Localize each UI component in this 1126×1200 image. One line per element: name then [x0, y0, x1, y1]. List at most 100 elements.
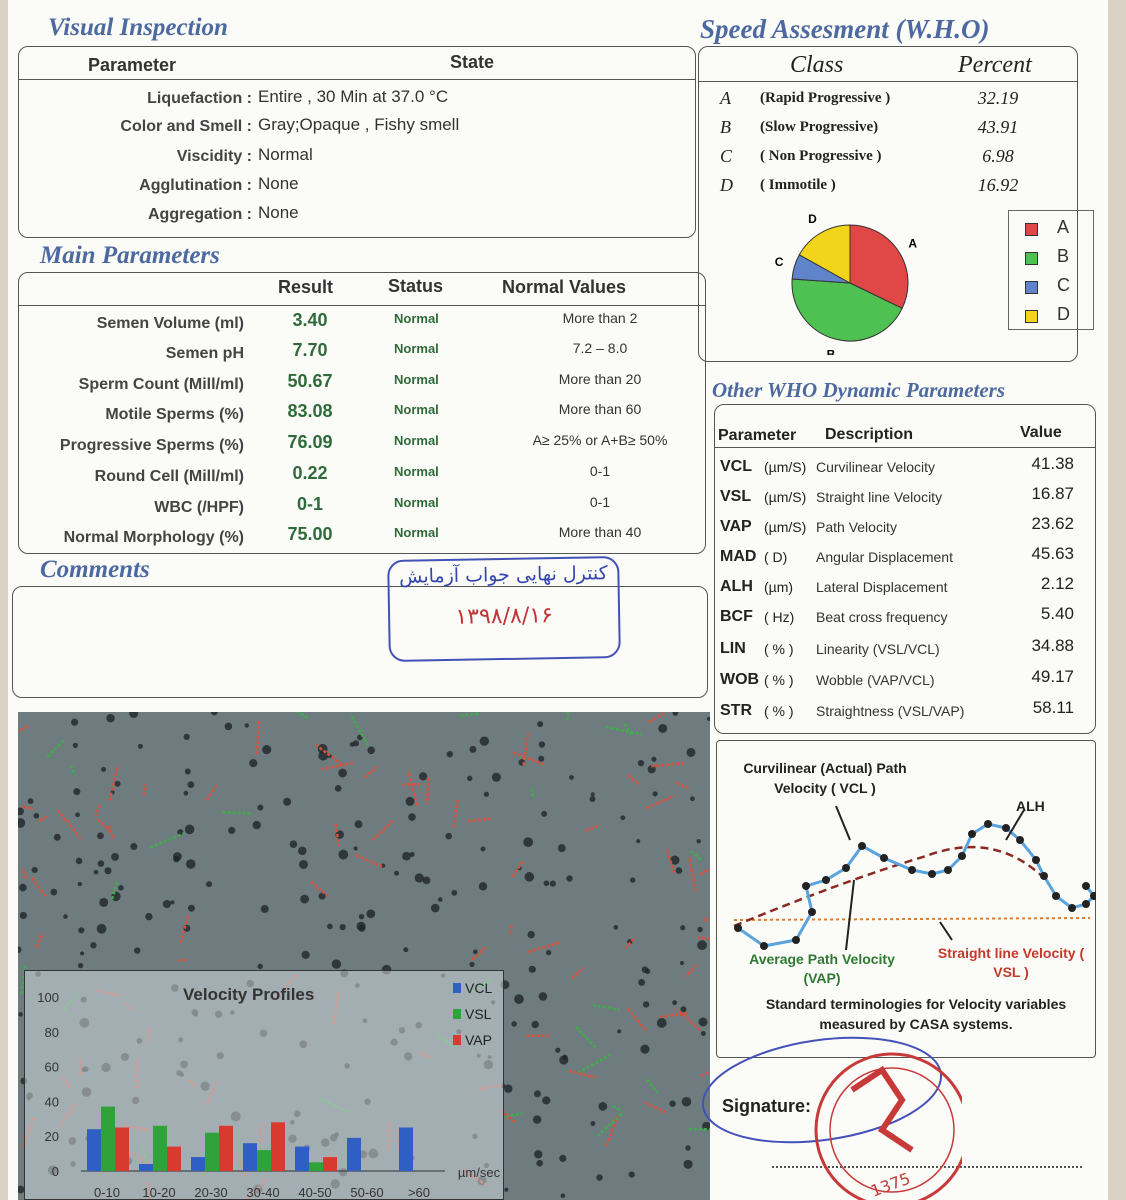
- cell-dot: [422, 876, 431, 885]
- cell-dot: [557, 844, 566, 853]
- mp-row-status: Normal: [394, 525, 439, 540]
- cell-dot: [636, 838, 641, 844]
- speed-row-code: B: [720, 117, 731, 137]
- path-point: [1016, 836, 1024, 844]
- speed-row-name: (Rapid Progressive ): [760, 90, 891, 106]
- ow-row-param: WOB: [720, 671, 760, 688]
- y-tick-label: 80: [45, 1025, 59, 1040]
- bar-vcl: [347, 1137, 361, 1171]
- ow-row-param: VAP: [720, 518, 752, 535]
- cell-dot: [638, 978, 646, 986]
- cell-dot: [651, 756, 657, 762]
- bar-vsl: [205, 1132, 219, 1171]
- ow-row-value: 34.88: [1031, 636, 1074, 655]
- cell-dot: [569, 775, 574, 780]
- cell-dot: [545, 949, 552, 956]
- cell-dot: [640, 1044, 650, 1054]
- track-trace: [94, 804, 102, 816]
- other-who-box: [714, 404, 1096, 734]
- vi-row-value: None: [258, 174, 299, 193]
- cell-dot: [473, 949, 478, 955]
- cell-dot: [630, 877, 636, 883]
- ow-row-desc: Straightness (VSL/VAP): [816, 703, 965, 719]
- ow-row-value: 45.63: [1031, 544, 1074, 563]
- cell-dot: [680, 925, 686, 931]
- mp-row-label: Progressive Sperms (%): [59, 437, 244, 454]
- track-trace: [605, 1115, 619, 1147]
- cell-dot: [283, 797, 292, 806]
- track-trace: [321, 761, 354, 771]
- cell-dot: [18, 1185, 25, 1194]
- visual-inspection-box: [18, 46, 696, 238]
- vcl-path: [737, 822, 1096, 948]
- track-trace: [703, 917, 710, 922]
- path-point: [908, 866, 916, 874]
- cell-dot: [381, 863, 386, 868]
- cell-dot: [596, 1174, 603, 1181]
- cell-dot: [445, 832, 453, 840]
- cell-dot: [106, 714, 115, 723]
- ow-row-value: 41.38: [1031, 454, 1074, 473]
- vap-label: Average Path Velocity (VAP): [749, 951, 895, 986]
- ow-row-param: BCF: [720, 608, 753, 625]
- cell-dot: [170, 900, 175, 905]
- speed-col-class: Class: [790, 52, 844, 78]
- bar-vcl: [399, 1127, 413, 1171]
- cell-dot: [532, 1115, 542, 1124]
- cell-dot: [104, 867, 112, 875]
- path-point: [1082, 900, 1090, 908]
- cell-dot: [504, 1084, 513, 1093]
- cell-dot: [75, 857, 83, 865]
- comments-title: Comments: [40, 556, 150, 583]
- speed-title: Speed Assesment (W.H.O): [700, 14, 990, 44]
- speed-row-code: A: [720, 88, 731, 108]
- cell-dot: [97, 832, 104, 840]
- ow-row-param: MAD: [720, 548, 757, 565]
- cell-dot: [338, 768, 348, 778]
- track-trace: [457, 712, 479, 718]
- ow-row-value: 49.17: [1031, 667, 1074, 686]
- pie-slice-label: B: [827, 348, 836, 355]
- cell-dot: [686, 747, 696, 757]
- ow-row-value: 16.87: [1031, 484, 1074, 503]
- track-trace: [334, 824, 341, 847]
- cell-dot: [31, 866, 38, 874]
- track-trace: [612, 1104, 623, 1113]
- chart-legend-label: VSL: [465, 1006, 492, 1022]
- mp-row-result: 3.40: [292, 310, 328, 330]
- stamp-date: ۱۳۹۸/۸/۱۶: [455, 603, 554, 630]
- signature-line: [772, 1166, 1082, 1168]
- legend-swatch: [1025, 281, 1038, 294]
- cell-dot: [402, 851, 411, 861]
- ow-row-param: VCL: [720, 458, 752, 475]
- track-trace: [35, 932, 44, 948]
- cell-dot: [559, 1154, 567, 1163]
- path-point: [802, 882, 810, 890]
- path-point: [880, 854, 888, 862]
- cell-dot: [260, 905, 269, 914]
- path-point: [958, 852, 966, 860]
- track-trace: [509, 925, 513, 936]
- track-trace: [18, 725, 29, 733]
- pie-slice-label: A: [908, 237, 917, 251]
- track-trace: [626, 1007, 649, 1034]
- cell-dot: [18, 946, 22, 954]
- cell-dot: [77, 881, 83, 887]
- vi-row-value: None: [258, 203, 299, 222]
- ow-row-unit: ( % ): [764, 641, 794, 657]
- cell-dot: [419, 772, 428, 781]
- vi-col-parameter: Parameter: [88, 55, 177, 75]
- mp-row-normal: More than 2: [562, 310, 638, 326]
- mp-row-normal: A≥ 25% or A+B≥ 50%: [532, 432, 668, 448]
- chart-plot: 0 20 40 60 80 100 0-10 10-20 20-30 30-40 40-50 50-6…: [37, 980, 500, 1200]
- track-trace: [107, 825, 115, 839]
- cell-dot: [183, 790, 189, 796]
- ow-row-unit: (µm): [764, 579, 794, 595]
- track-trace: [647, 712, 665, 724]
- ow-col-parameter: Parameter: [718, 427, 797, 444]
- track-trace: [500, 1109, 516, 1124]
- cell-dot: [679, 960, 685, 966]
- cell-dot: [538, 741, 546, 748]
- seal-year: 1375: [868, 1169, 913, 1200]
